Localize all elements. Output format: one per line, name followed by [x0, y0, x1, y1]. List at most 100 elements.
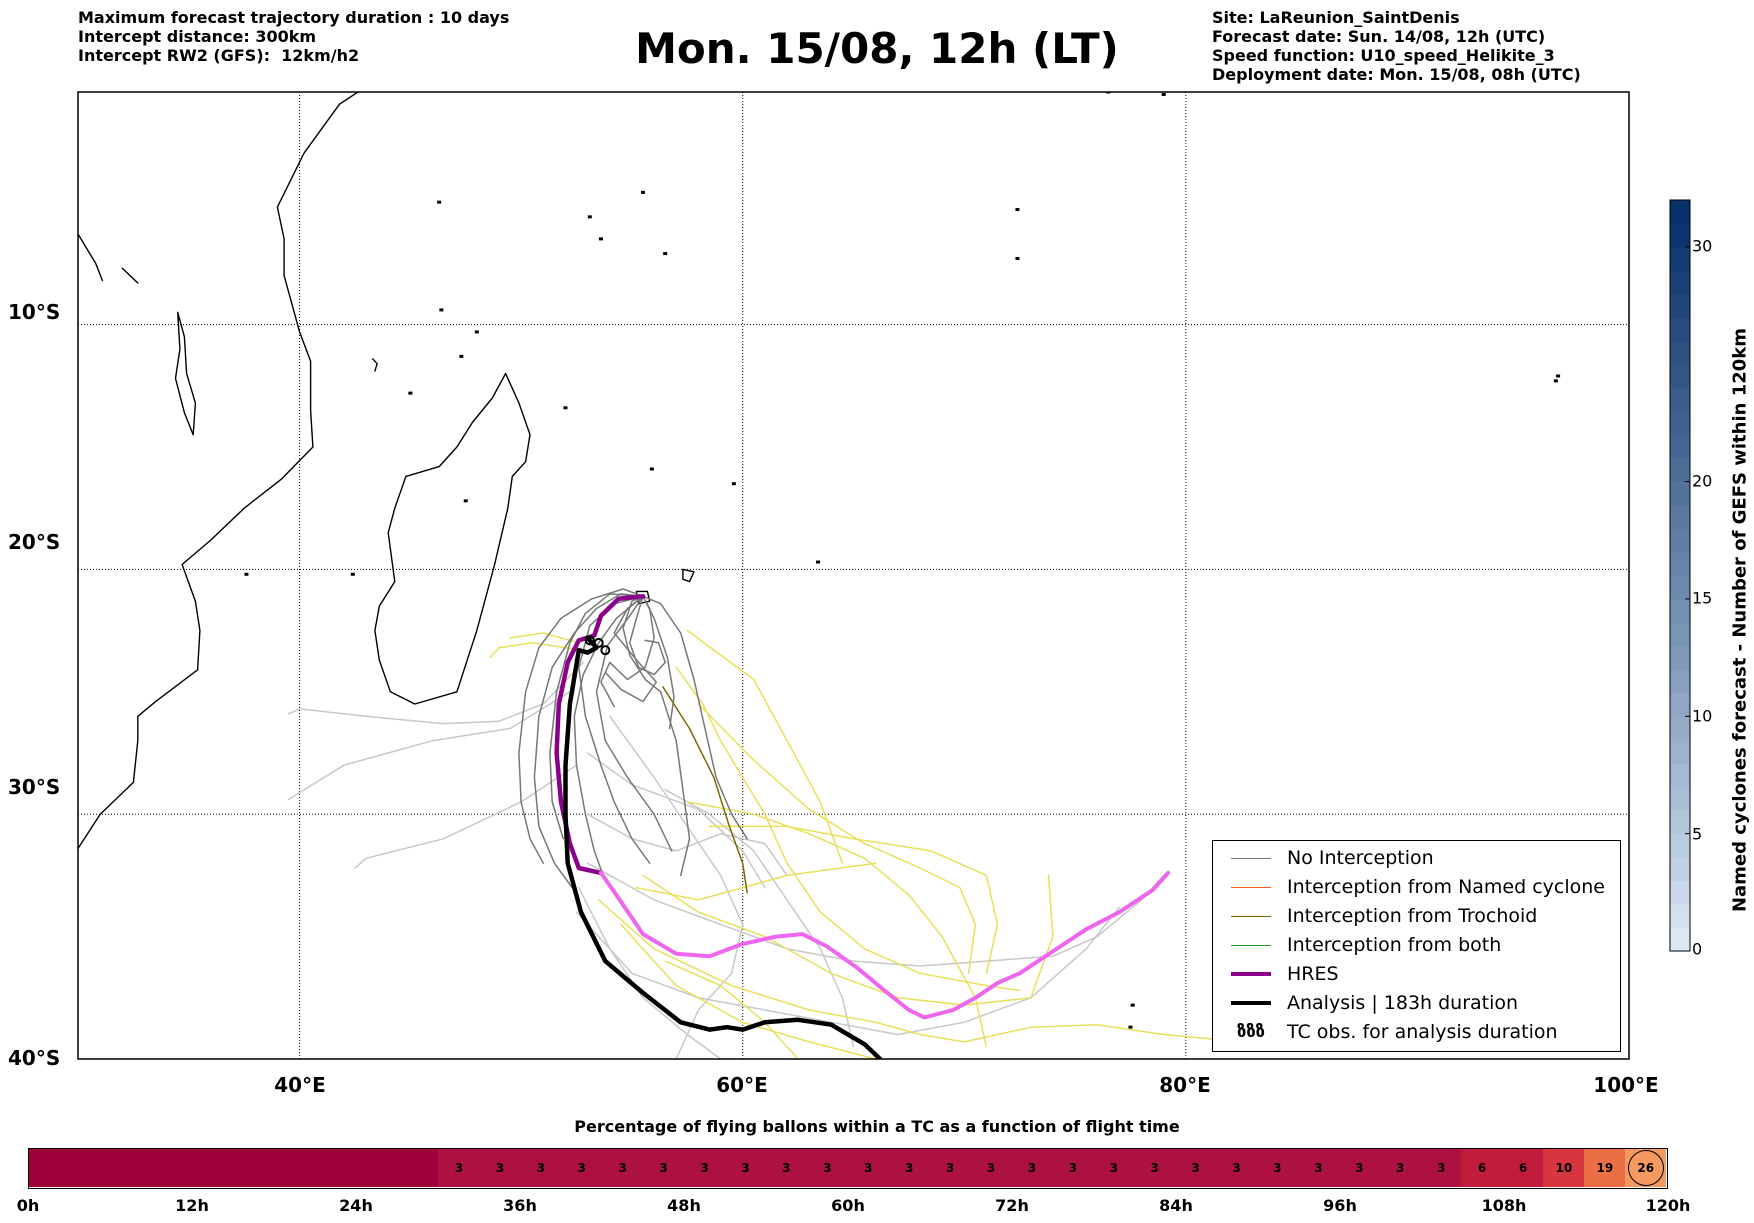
timeline-cell-value: 3 — [577, 1161, 586, 1175]
timeline-cell — [151, 1149, 194, 1187]
colorbar-segment — [1670, 880, 1690, 905]
coastline — [682, 568, 695, 583]
track-no-interception — [622, 595, 691, 877]
timeline-tick: 108h — [1481, 1196, 1527, 1215]
timeline-cell-value: 3 — [986, 1161, 996, 1175]
timeline-cell-value: 3 — [1027, 1161, 1037, 1175]
track-light — [287, 691, 571, 801]
timeline-cell-value: 3 — [1191, 1161, 1200, 1175]
timeline-cell: 3 — [1215, 1149, 1258, 1187]
timeline-tick: 84h — [1159, 1196, 1193, 1215]
timeline-cell-value: 3 — [782, 1161, 791, 1175]
timeline-cell-value: 3 — [1314, 1161, 1323, 1175]
timeline-cell-value: 3 — [659, 1161, 668, 1175]
island — [408, 391, 413, 395]
colorbar-segment — [1670, 692, 1690, 717]
colorbar-segment — [1670, 833, 1690, 858]
timeline-tick: 120h — [1645, 1196, 1691, 1215]
track-light — [578, 886, 722, 1059]
timeline-cell — [29, 1149, 71, 1187]
legend-label: HRES — [1287, 963, 1339, 985]
island — [587, 215, 592, 219]
timeline-cell-value: 10 — [1555, 1161, 1573, 1175]
timeline-cell: 3 — [1174, 1149, 1217, 1187]
coastline — [78, 233, 104, 282]
legend-item-both: Interception from both — [1213, 933, 1501, 957]
colorbar-segment — [1670, 810, 1690, 835]
timeline-cell: 3 — [847, 1149, 889, 1187]
timeline-cell: 3 — [683, 1149, 726, 1187]
colorbar-segment — [1670, 364, 1690, 389]
track-no-interception — [595, 595, 673, 852]
timeline-cell: 3 — [642, 1149, 685, 1187]
island — [439, 308, 444, 312]
timeline-cell-value: 3 — [823, 1161, 832, 1175]
timeline-tick: 60h — [831, 1196, 865, 1215]
coastline — [78, 92, 360, 850]
timeline-cell — [397, 1149, 439, 1187]
track-light — [287, 661, 584, 725]
colorbar-segment — [1670, 552, 1690, 577]
timeline-cell: 6 — [1461, 1149, 1503, 1187]
tc-obs-marker — [600, 645, 611, 656]
timeline-cell: 3 — [1338, 1149, 1381, 1187]
island — [474, 330, 479, 334]
timeline-cell-value: 19 — [1596, 1161, 1614, 1175]
timeline-cell: 3 — [1297, 1149, 1340, 1187]
timeline-cell: 6 — [1502, 1149, 1544, 1187]
island — [1015, 208, 1020, 212]
timeline-cell: 3 — [601, 1149, 644, 1187]
legend-label: Interception from both — [1287, 934, 1502, 956]
track-light — [664, 788, 855, 1048]
timeline-title: Percentage of flying ballons within a TC… — [574, 1117, 1180, 1136]
timeline-cell: 3 — [765, 1149, 808, 1187]
colorbar-segment — [1670, 340, 1690, 365]
track-no-interception — [642, 595, 748, 840]
legend-label: No Interception — [1287, 847, 1434, 869]
track-light — [586, 752, 766, 889]
legend-label: Interception from Named cyclone — [1287, 876, 1605, 898]
header-left-line: Intercept RW2 (GFS): 12km/h2 — [78, 46, 360, 65]
track-yellow — [675, 666, 1021, 992]
tc-obs-symbol: ზზზ — [1236, 1021, 1266, 1042]
colorbar-segment — [1670, 458, 1690, 483]
island — [1161, 92, 1166, 96]
track-hres-late — [598, 870, 1171, 1020]
timeline-cell-value: 3 — [700, 1161, 709, 1175]
lon-label-80e: 80°E — [1159, 1073, 1211, 1097]
timeline-cell — [110, 1149, 153, 1187]
timeline-cell-value: 6 — [1477, 1161, 1487, 1175]
colorbar-segment — [1670, 411, 1690, 436]
colorbar-tick: 20 — [1692, 471, 1713, 491]
timeline-cell: 3 — [970, 1149, 1012, 1187]
header-right-line: Site: LaReunion_SaintDenis — [1212, 8, 1460, 27]
track-light — [586, 862, 1165, 967]
track-yellow — [635, 862, 877, 901]
colorbar-segment — [1670, 505, 1690, 530]
legend-label: Analysis | 183h duration — [1287, 992, 1519, 1014]
page-title: Mon. 15/08, 12h (LT) — [635, 24, 1119, 73]
island — [598, 237, 603, 241]
coastline — [372, 358, 378, 372]
colorbar-segment — [1670, 246, 1690, 271]
timeline-cell — [233, 1149, 276, 1187]
timeline-cell-value: 3 — [1068, 1161, 1078, 1175]
colorbar-segment — [1670, 293, 1690, 318]
timeline-cell: 26 — [1625, 1149, 1667, 1187]
timeline-cell-value: 3 — [495, 1161, 505, 1175]
colorbar-frame — [1669, 199, 1691, 952]
island — [731, 482, 736, 486]
island — [663, 252, 668, 256]
island — [244, 572, 249, 576]
track-light — [354, 764, 578, 869]
island — [563, 406, 568, 410]
header-right-line: Speed function: U10_speed_Helikite_3 — [1212, 46, 1555, 65]
legend-item-named-cyclone: Interception from Named cyclone — [1213, 875, 1605, 899]
track-trochoid — [662, 686, 748, 894]
colorbar-segment — [1670, 857, 1690, 882]
timeline-cell: 3 — [479, 1149, 521, 1187]
track-no-interception — [549, 593, 644, 840]
timeline-cell-value: 3 — [454, 1161, 464, 1175]
colorbar-tick: 30 — [1692, 236, 1713, 256]
timeline-tick: 36h — [503, 1196, 537, 1215]
